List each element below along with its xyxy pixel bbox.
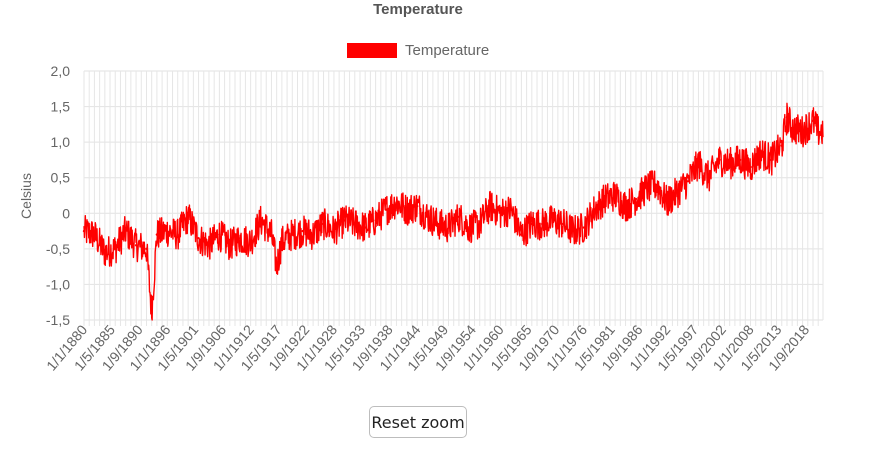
- data-point[interactable]: [114, 247, 117, 251]
- data-point[interactable]: [478, 222, 481, 226]
- data-point[interactable]: [749, 165, 752, 169]
- legend-label[interactable]: Temperature: [405, 42, 489, 59]
- data-point[interactable]: [707, 176, 711, 179]
- data-point[interactable]: [197, 236, 200, 240]
- data-point[interactable]: [780, 144, 783, 147]
- x-axis-ticks: 1/1/18801/5/18851/9/18901/1/18961/5/1901…: [43, 321, 812, 373]
- data-point[interactable]: [343, 219, 346, 222]
- data-point[interactable]: [291, 233, 294, 236]
- data-point[interactable]: [405, 208, 409, 211]
- data-point[interactable]: [603, 197, 606, 201]
- data-point[interactable]: [322, 222, 325, 226]
- y-axis-ticks: 2,0 1,5 1,0 0,5 0 -0,5 -1,0 -1,5: [46, 63, 70, 328]
- data-point[interactable]: [634, 197, 638, 201]
- data-point[interactable]: [561, 222, 565, 226]
- data-point[interactable]: [447, 226, 450, 229]
- y-axis-title: Celsius: [18, 173, 34, 219]
- y-tick-label: 2,0: [51, 63, 71, 79]
- data-point[interactable]: [676, 190, 679, 194]
- data-point[interactable]: [645, 187, 648, 190]
- data-point[interactable]: [280, 240, 284, 243]
- data-point[interactable]: [811, 119, 815, 123]
- data-point[interactable]: [530, 222, 534, 226]
- data-point[interactable]: [93, 233, 96, 236]
- data-point[interactable]: [770, 158, 773, 162]
- series-layer: [82, 102, 824, 321]
- y-tick-label: -0,5: [46, 241, 70, 257]
- data-point[interactable]: [718, 158, 721, 162]
- data-point[interactable]: [686, 180, 690, 183]
- data-point[interactable]: [582, 226, 586, 229]
- data-point[interactable]: [499, 212, 502, 215]
- data-point[interactable]: [311, 233, 315, 236]
- data-point[interactable]: [551, 219, 554, 222]
- data-point[interactable]: [416, 204, 419, 208]
- y-tick-label: -1,5: [46, 312, 70, 328]
- data-point[interactable]: [374, 219, 377, 222]
- data-point[interactable]: [218, 233, 221, 236]
- data-point[interactable]: [186, 215, 190, 219]
- data-point[interactable]: [384, 208, 388, 211]
- data-point[interactable]: [301, 229, 304, 233]
- data-point[interactable]: [759, 151, 763, 155]
- data-point[interactable]: [817, 130, 820, 133]
- data-point[interactable]: [520, 233, 523, 236]
- data-point[interactable]: [593, 208, 596, 211]
- y-tick-label: -1,0: [46, 276, 70, 292]
- data-point[interactable]: [436, 222, 440, 226]
- data-point[interactable]: [275, 265, 278, 268]
- data-point[interactable]: [457, 215, 461, 219]
- data-point[interactable]: [738, 158, 742, 162]
- data-point[interactable]: [228, 244, 232, 247]
- data-point[interactable]: [613, 194, 617, 197]
- data-point[interactable]: [468, 226, 471, 229]
- data-point[interactable]: [785, 116, 789, 119]
- data-point[interactable]: [124, 229, 127, 233]
- data-point[interactable]: [509, 208, 513, 211]
- data-point[interactable]: [572, 229, 575, 233]
- data-point[interactable]: [488, 204, 492, 208]
- data-point[interactable]: [103, 251, 107, 254]
- y-tick-label: 0: [62, 205, 70, 221]
- data-point[interactable]: [155, 233, 159, 236]
- data-point[interactable]: [259, 219, 263, 222]
- y-tick-label: 0,5: [51, 170, 71, 186]
- data-point[interactable]: [270, 233, 273, 236]
- data-point[interactable]: [145, 247, 148, 251]
- grid: [83, 70, 824, 326]
- data-point[interactable]: [363, 226, 367, 229]
- data-point[interactable]: [239, 236, 242, 240]
- legend-swatch[interactable]: [347, 43, 397, 58]
- data-point[interactable]: [82, 229, 86, 233]
- data-point[interactable]: [426, 215, 429, 219]
- data-point[interactable]: [176, 233, 179, 236]
- data-point[interactable]: [134, 244, 138, 247]
- data-point[interactable]: [207, 244, 211, 247]
- data-point[interactable]: [166, 229, 169, 233]
- data-point[interactable]: [332, 229, 336, 233]
- data-point[interactable]: [541, 222, 544, 226]
- data-point[interactable]: [801, 130, 804, 133]
- data-point[interactable]: [655, 183, 658, 187]
- data-point[interactable]: [395, 201, 398, 204]
- data-point[interactable]: [150, 311, 153, 315]
- data-point[interactable]: [790, 126, 794, 130]
- data-point[interactable]: [697, 162, 700, 165]
- data-point[interactable]: [624, 204, 627, 208]
- chart-title: Temperature: [373, 1, 463, 18]
- temperature-line[interactable]: [83, 102, 824, 321]
- y-tick-label: 1,5: [51, 99, 71, 115]
- data-point[interactable]: [249, 240, 252, 243]
- data-point[interactable]: [353, 222, 356, 226]
- data-point[interactable]: [666, 201, 669, 204]
- y-tick-label: 1,0: [51, 134, 71, 150]
- data-point[interactable]: [728, 162, 731, 165]
- temperature-chart: Temperature Temperature Celsius 2,0 1,5 1,…: [18, 1, 824, 374]
- reset-zoom-button[interactable]: Reset zoom: [369, 406, 467, 438]
